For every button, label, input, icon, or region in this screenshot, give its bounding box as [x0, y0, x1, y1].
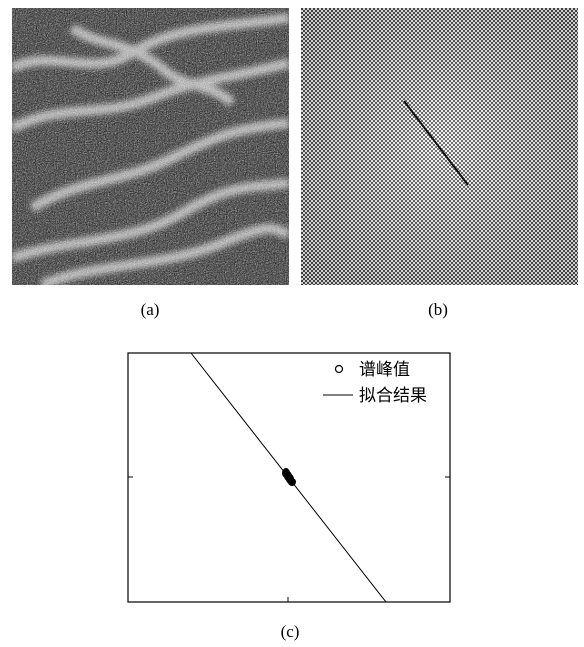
panel-a-caption: (a)	[140, 300, 160, 319]
legend-label-peaks: 谱峰值	[359, 360, 410, 380]
legend-circle-marker	[334, 364, 344, 374]
peak-point	[288, 478, 296, 486]
fit-plot: 谱峰值 拟合结果	[127, 352, 451, 603]
legend: 谱峰值 拟合结果	[323, 360, 427, 406]
panel-b-image	[301, 8, 578, 285]
spectrum-image	[301, 8, 578, 285]
peak-points	[282, 468, 296, 486]
legend-label-fit: 拟合结果	[359, 386, 427, 406]
panel-a-image	[12, 8, 289, 285]
panel-b-caption: (b)	[428, 300, 448, 319]
panel-c-caption: (c)	[280, 622, 300, 641]
speckle-texture-image	[12, 8, 289, 285]
panel-c-chart: 谱峰值 拟合结果	[127, 352, 452, 604]
